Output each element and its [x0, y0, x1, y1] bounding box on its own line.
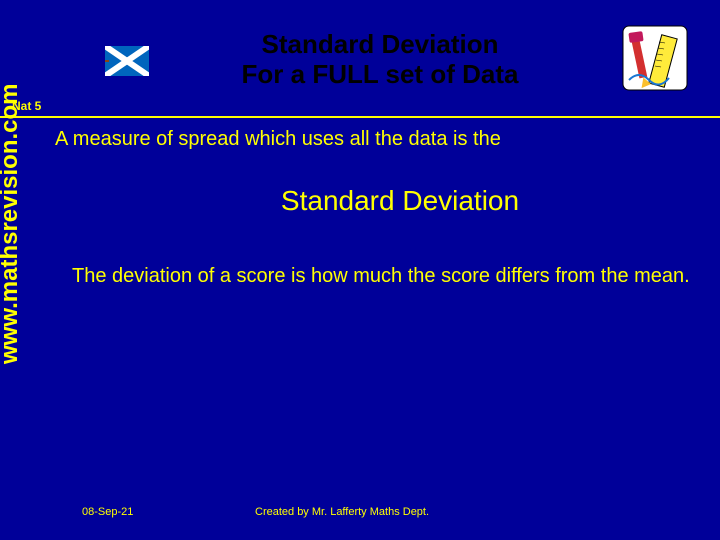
footer-credit: Created by Mr. Lafferty Maths Dept.	[255, 506, 429, 518]
slide-title: Standard Deviation For a FULL set of Dat…	[165, 30, 595, 90]
body-text: The deviation of a score is how much the…	[72, 263, 692, 289]
sidebar-website: www.mathsrevision.com	[0, 83, 24, 364]
footer-date: 08-Sep-21	[82, 506, 133, 518]
title-line1: Standard Deviation For a FULL set of Dat…	[242, 29, 519, 89]
main-heading: Standard Deviation	[200, 185, 600, 217]
divider-line	[0, 116, 720, 118]
stationery-clipart-icon	[615, 18, 695, 98]
intro-text: A measure of spread which uses all the d…	[55, 128, 501, 151]
flag-icon	[105, 46, 149, 76]
